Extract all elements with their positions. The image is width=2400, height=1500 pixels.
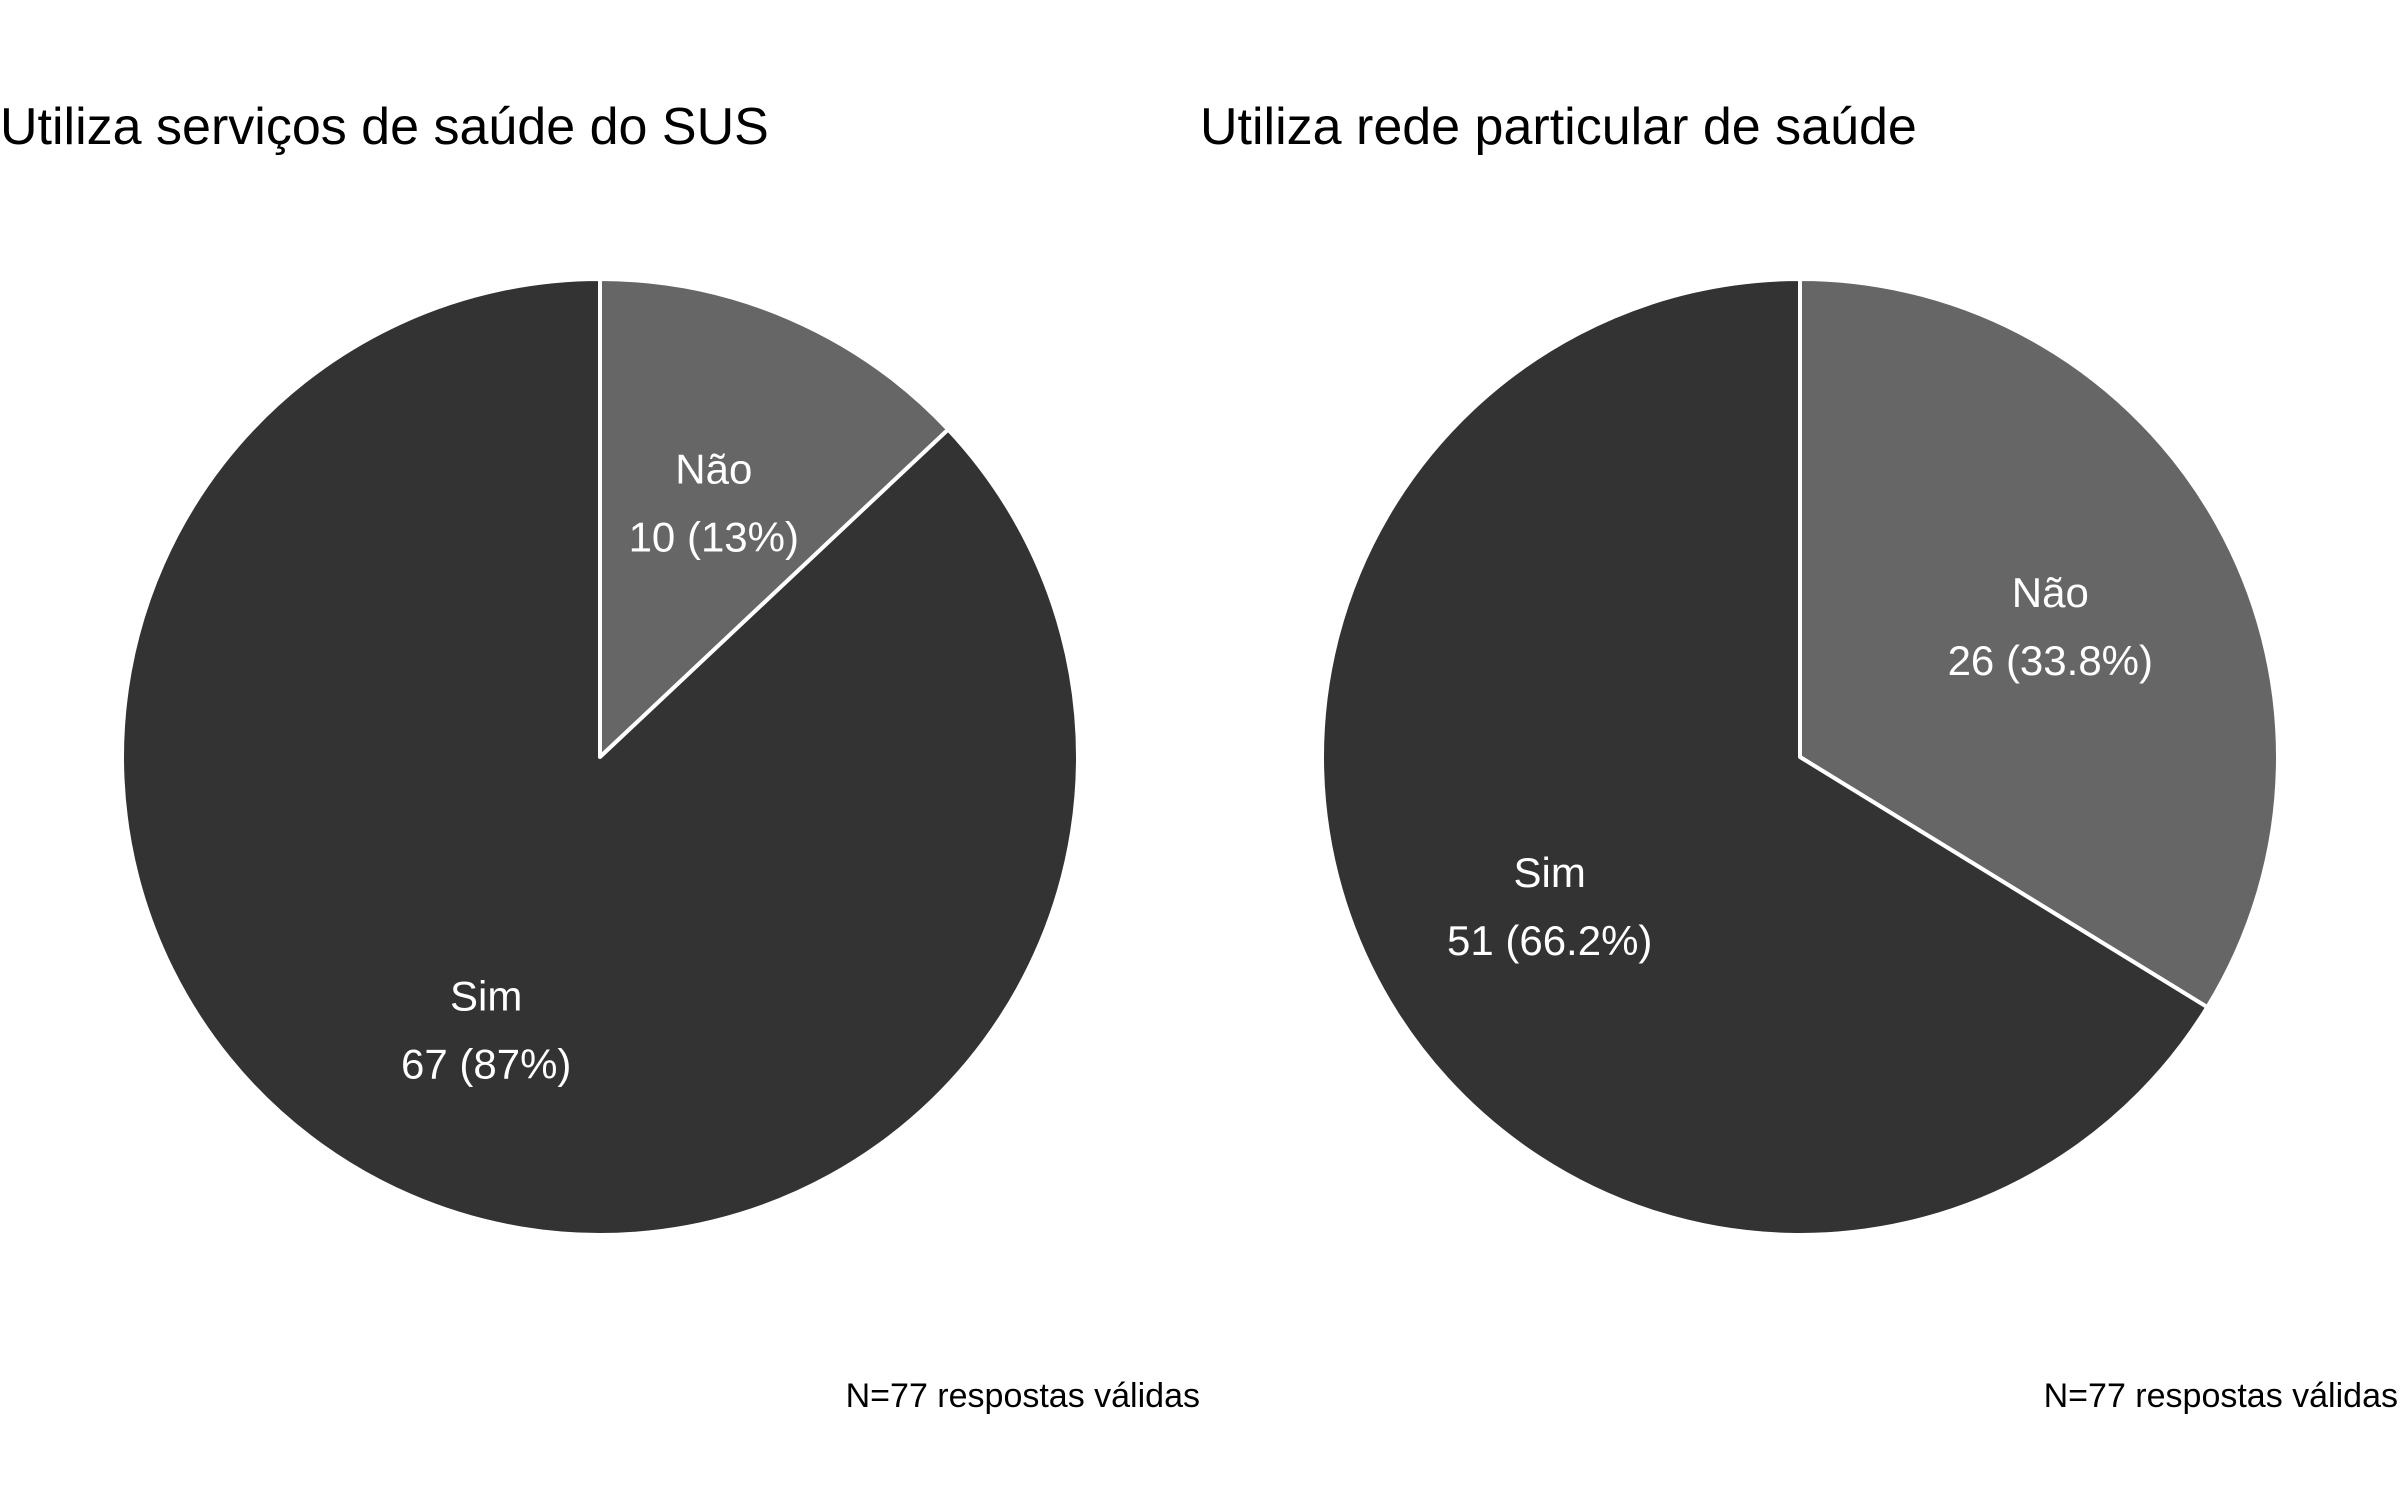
pie-chart-private: Utiliza rede particular de saúde Não 26 (…: [1200, 98, 2398, 1415]
pie-labels-sus: Não 10 (13%) Sim 67 (87%): [401, 446, 799, 1088]
pie-slices-sus: [120, 277, 1080, 1237]
pie-chart-sus: Utiliza serviços de saúde do SUS Não 10 (…: [0, 98, 1200, 1415]
slice-category-label: Sim: [1514, 849, 1586, 896]
footnote-private: N=77 respostas válidas: [2044, 1377, 2398, 1415]
pie-slice-private-nao: [1798, 277, 2280, 1010]
pie-slice-sus-nao: [598, 277, 951, 759]
pie-labels-private: Não 26 (33.8%) Sim 51 (66.2%): [1447, 569, 2153, 964]
slice-value-label: 67 (87%): [401, 1040, 571, 1087]
pie-slice-sus-sim: [120, 277, 1080, 1237]
slice-category-label: Não: [675, 446, 752, 493]
footnote-sus: N=77 respostas válidas: [846, 1377, 1200, 1415]
slice-category-label: Sim: [450, 972, 522, 1019]
chart-title-private: Utiliza rede particular de saúde: [1200, 98, 1917, 156]
slice-category-label: Não: [2012, 569, 2089, 616]
slice-value-label: 10 (13%): [629, 514, 799, 561]
chart-title-sus: Utiliza serviços de saúde do SUS: [0, 98, 769, 156]
slice-value-label: 26 (33.8%): [1948, 637, 2153, 684]
pie-slice-private-sim: [1320, 277, 2210, 1237]
slice-value-label: 51 (66.2%): [1447, 917, 1652, 964]
pie-slices-private: [1320, 277, 2280, 1237]
